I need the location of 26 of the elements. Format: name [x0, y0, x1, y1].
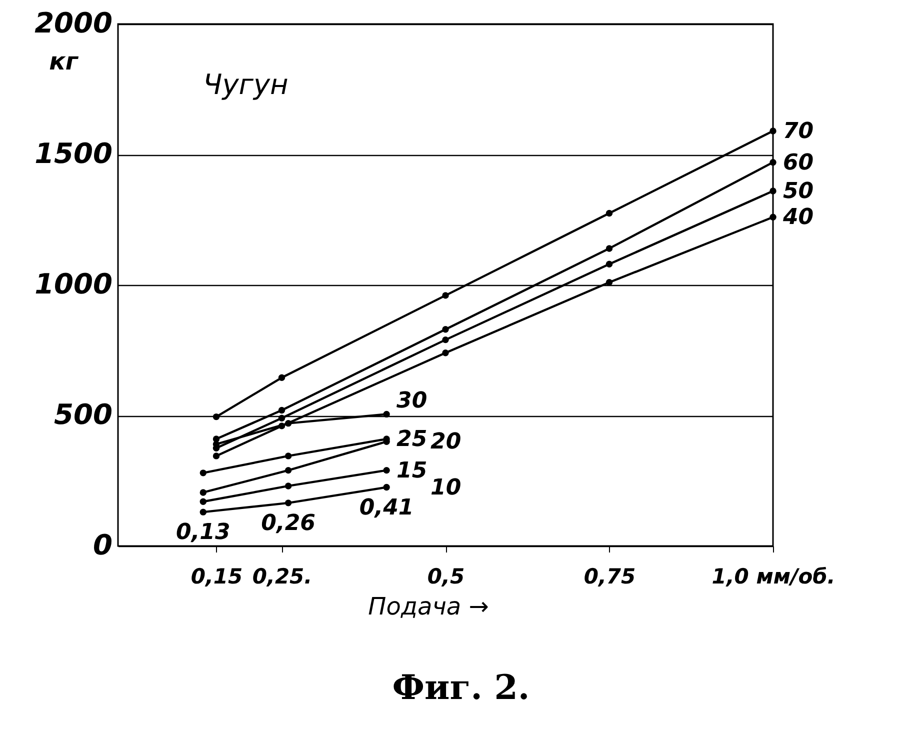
y-axis-title: кг [49, 48, 80, 76]
annotation: 0,41 [359, 495, 414, 520]
y-tick-label: 500 [54, 398, 112, 431]
y-tick-label: 1500 [34, 137, 112, 170]
x-axis-title: Подача → [368, 592, 489, 620]
annotation: 0,13 [176, 520, 230, 546]
y-tick-label: 2000 [34, 6, 112, 40]
series-label: 10 [430, 475, 462, 500]
y-tick-label: 1000 [34, 268, 112, 300]
x-tick-label: 0,5 [427, 564, 465, 588]
series-label: 50 [783, 179, 814, 204]
series-label: 40 [782, 205, 814, 230]
series-label: 20 [430, 430, 462, 455]
x-tick-label: 1,0 мм/об. [712, 564, 836, 588]
x-tick-label: 0,75 [584, 564, 636, 588]
text: Чугун [203, 68, 288, 101]
x-tick-label: 0,15 [190, 564, 243, 588]
series-label: 15 [396, 458, 428, 484]
y-tick-label: 0 [93, 528, 112, 562]
annotation: 0,26 [261, 510, 316, 536]
x-tick-label: 0,25. [252, 564, 312, 588]
series-label: 25 [396, 426, 428, 452]
series-label: 70 [783, 119, 814, 144]
series-label: 30 [396, 388, 428, 414]
text: Фиг. 2. [392, 668, 530, 708]
series-label: 60 [783, 150, 814, 176]
